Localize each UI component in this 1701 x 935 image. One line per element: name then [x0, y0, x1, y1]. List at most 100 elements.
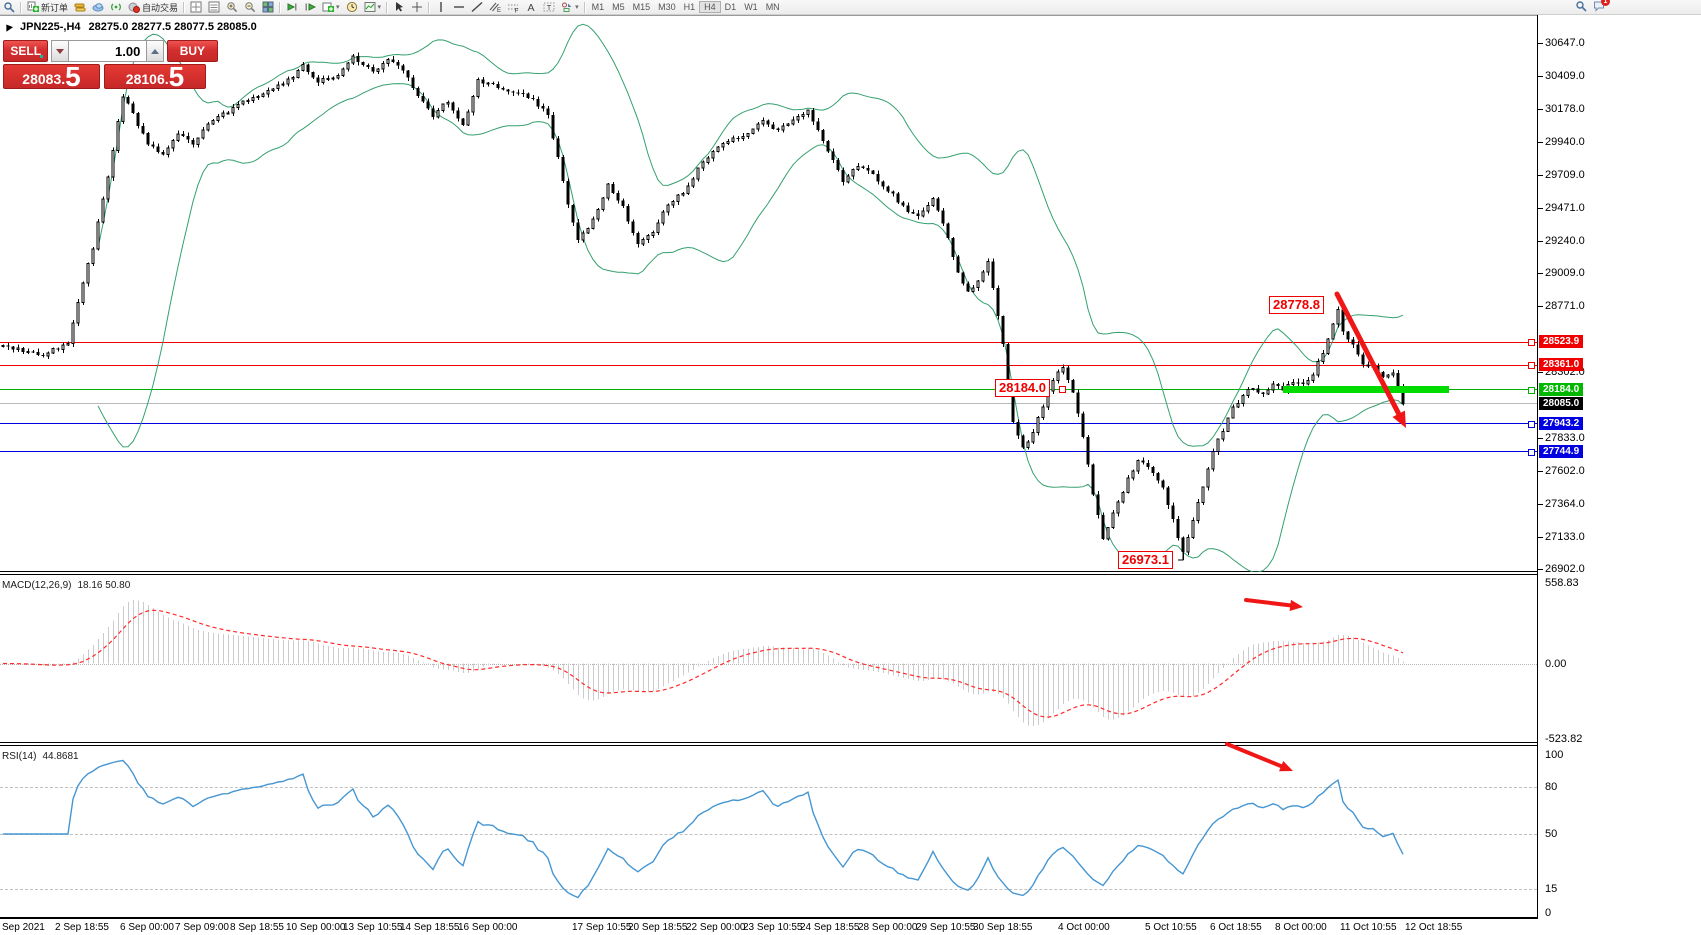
data-window-button[interactable]: [205, 1, 223, 14]
channel-tool[interactable]: E: [486, 1, 504, 14]
fibof-icon: F: [507, 1, 519, 13]
buy-button[interactable]: BUY: [166, 40, 219, 62]
fibonacci-tool[interactable]: F: [504, 1, 522, 14]
time-label: 10 Sep 00:00: [286, 922, 346, 933]
vertical-line-tool[interactable]: [432, 1, 450, 14]
level-line-28361.0[interactable]: [0, 364, 1537, 366]
trend-arrow-3[interactable]: [1225, 742, 1293, 772]
magnifier-icon: [3, 1, 15, 13]
volume-increase-button[interactable]: [146, 40, 164, 62]
chat-button[interactable]: 1: [1593, 0, 1610, 14]
time-label: 8 Oct 00:00: [1275, 922, 1327, 933]
auto-trading-button-label: 自动交易: [142, 2, 179, 13]
level-anchor-square[interactable]: [1528, 339, 1535, 346]
clock-icon: [346, 1, 358, 13]
price-tick: 26902.0: [1538, 563, 1585, 575]
level-anchor-square[interactable]: [1528, 387, 1535, 394]
vline-icon: [435, 1, 447, 13]
symbol-quote: 28275.0 28277.5 28077.5 28085.0: [88, 21, 257, 33]
rsi-name: RSI(14): [2, 751, 37, 762]
cursor-tool-button[interactable]: [390, 1, 408, 14]
svg-text:E: E: [497, 8, 501, 13]
price-annotation-28184.0[interactable]: 28184.0: [995, 379, 1050, 397]
zoom-in-button[interactable]: [223, 1, 241, 14]
collapse-triangle-icon[interactable]: [3, 22, 13, 32]
sell-button[interactable]: SELL: [3, 40, 49, 62]
timeframe-h4-button[interactable]: H4: [699, 1, 721, 13]
svg-text:T: T: [547, 3, 552, 12]
tile-windows-button[interactable]: [259, 1, 277, 14]
crossframe-icon: [190, 1, 202, 13]
horizontal-line-tool[interactable]: [450, 1, 468, 14]
trend-arrow-1[interactable]: [1334, 291, 1406, 428]
timeframe-m5-button[interactable]: M5: [612, 2, 625, 12]
macd-values: 18.16 50.80: [77, 580, 131, 591]
level-line-28523.9[interactable]: [0, 341, 1537, 343]
panel-separator: [0, 745, 1537, 746]
text-tool[interactable]: A: [522, 1, 540, 14]
price-annotation-26973.1[interactable]: 26973.1: [1118, 551, 1173, 569]
level-line-28085.0[interactable]: [0, 403, 1537, 405]
level-anchor-square[interactable]: [1528, 421, 1535, 428]
label-tool[interactable]: T: [540, 1, 558, 14]
buy-price-display[interactable]: 28106. 5: [104, 63, 206, 91]
timeframe-d1-button[interactable]: D1: [724, 2, 737, 12]
timeframe-m15-button[interactable]: M15: [632, 2, 651, 12]
timeframe-h1-button[interactable]: H1: [683, 2, 696, 12]
highlight-band[interactable]: [1283, 386, 1449, 393]
cloud-button[interactable]: [89, 1, 107, 14]
level-anchor-square[interactable]: [1528, 449, 1535, 456]
new-order-button[interactable]: 新订单: [24, 1, 71, 14]
notification-badge: 1: [1601, 0, 1610, 6]
rsi-scale-tick: 80: [1545, 781, 1558, 793]
price-tick: 29940.0: [1538, 136, 1585, 148]
level-line-27943.2[interactable]: [0, 423, 1537, 425]
price-tick: 29240.0: [1538, 235, 1585, 247]
level-anchor-square[interactable]: [1528, 362, 1535, 369]
timeframe-w1-button[interactable]: W1: [744, 2, 758, 12]
deposit-button[interactable]: [71, 1, 89, 14]
zoom-out-button[interactable]: [241, 1, 259, 14]
chart-bottom-border: [0, 917, 1537, 919]
caret-down-icon: ▾: [336, 4, 340, 11]
level-line-27744.9[interactable]: [0, 451, 1537, 453]
trend-arrow-2[interactable]: [1244, 598, 1303, 611]
period-clock-button[interactable]: [343, 1, 361, 14]
chart-shift-button[interactable]: [301, 1, 319, 14]
templates-button[interactable]: ▾: [361, 1, 385, 14]
add-chart-button[interactable]: ▾: [319, 1, 343, 14]
timeframe-m1-button[interactable]: M1: [591, 2, 605, 12]
shapes-icon: [561, 1, 573, 13]
crosshair-tool-button[interactable]: [408, 1, 426, 14]
volume-input[interactable]: 1.00: [68, 40, 147, 62]
signals-button[interactable]: [107, 1, 125, 14]
timeframe-m30-button[interactable]: M30: [658, 2, 676, 12]
buy-price-int: 28106: [125, 71, 165, 87]
macd-scale-tick: 558.83: [1545, 577, 1579, 589]
price-annotation-28778.8[interactable]: 28778.8: [1269, 296, 1324, 314]
timeframe-mn-button[interactable]: MN: [765, 2, 780, 12]
trendline-tool[interactable]: [468, 1, 486, 14]
volume-decrease-button[interactable]: [51, 40, 69, 62]
panel-separator[interactable]: [0, 742, 1537, 743]
panel-separator[interactable]: [0, 571, 1537, 572]
time-label: Sep 2021: [2, 922, 45, 933]
one-click-trade-widget: SELL 1.00 BUY 28083. 5 28106. 5: [3, 40, 219, 91]
rsi-scale-tick: 50: [1545, 828, 1558, 840]
rsi-scale-tick: 100: [1545, 749, 1564, 761]
time-label: 5 Oct 10:55: [1145, 922, 1197, 933]
search-icon[interactable]: [1575, 0, 1587, 14]
new-chart-window-button[interactable]: [187, 1, 205, 14]
market-search-button[interactable]: [0, 1, 18, 14]
hline-icon: [453, 1, 465, 13]
sell-price-int: 28083: [22, 71, 62, 87]
price-badge-28085.0: 28085.0: [1539, 397, 1584, 410]
signal-icon: [110, 1, 122, 13]
sell-price-display[interactable]: 28083. 5: [3, 63, 100, 91]
symbol-name: JPN225-,H4: [20, 21, 81, 33]
auto-trading-button[interactable]: 自动交易: [125, 1, 181, 14]
auto-scroll-button[interactable]: [283, 1, 301, 14]
toolbar-separator: [20, 1, 22, 13]
sell-label: SELL: [10, 44, 42, 58]
shapes-tool[interactable]: ▾: [558, 1, 582, 14]
